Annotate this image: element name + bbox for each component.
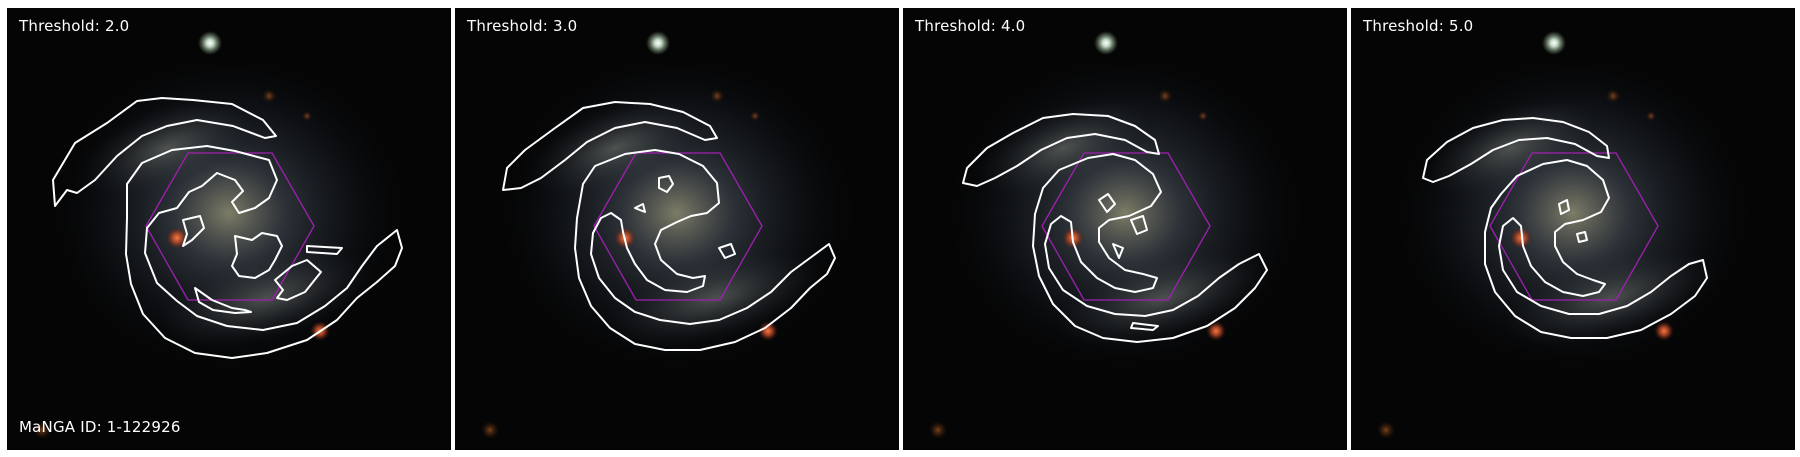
threshold-label: Threshold: 3.0 [467, 17, 578, 35]
ifu-hexagon [593, 152, 763, 301]
ifu-hexagon [1041, 152, 1211, 301]
manga-id-label: MaNGA ID: 1-122926 [19, 418, 181, 436]
ifu-hexagon [1489, 152, 1659, 301]
panel-threshold-4: Threshold: 4.0 [903, 8, 1347, 450]
ifu-hexagon [145, 152, 315, 301]
panel-threshold-3: Threshold: 3.0 [455, 8, 899, 450]
contour-lines [1422, 117, 1708, 339]
contour-lines [52, 97, 403, 359]
panel-threshold-2: Threshold: 2.0 MaNGA ID: 1-122926 [7, 8, 451, 450]
threshold-label: Threshold: 5.0 [1363, 17, 1474, 35]
galaxy-image [903, 8, 1347, 450]
panel-threshold-5: Threshold: 5.0 [1351, 8, 1795, 450]
contour-lines [502, 101, 836, 351]
galaxy-image [455, 8, 899, 450]
contour-lines [962, 113, 1268, 343]
galaxy-image [7, 8, 451, 450]
galaxy-image [1351, 8, 1795, 450]
threshold-label: Threshold: 2.0 [19, 17, 130, 35]
threshold-label: Threshold: 4.0 [915, 17, 1026, 35]
